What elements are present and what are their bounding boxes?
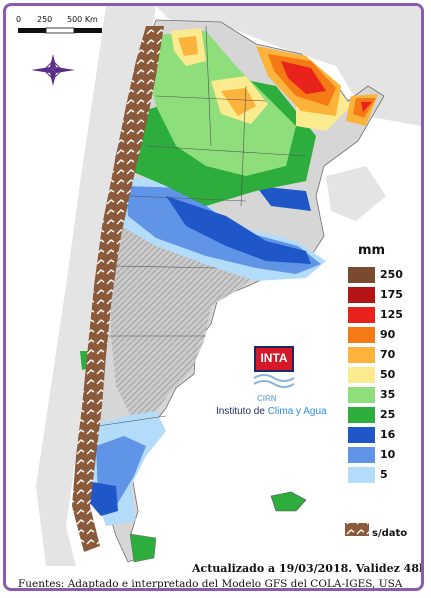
legend-label: 35	[380, 388, 396, 401]
legend-swatch	[348, 327, 375, 343]
legend-item: 10	[348, 445, 421, 465]
legend-item: 70	[348, 345, 421, 365]
legend-label: 125	[380, 308, 403, 321]
scale-tick-500: 500 Km	[67, 15, 98, 24]
malvinas-islands	[270, 491, 307, 512]
legend-label: 70	[380, 348, 396, 361]
institute-name: Instituto de Clima y Agua	[216, 406, 327, 417]
legend-swatch	[348, 467, 375, 483]
legend-label: 50	[380, 368, 396, 381]
legend-item: 35	[348, 385, 421, 405]
cirn-label: CIRN	[257, 394, 277, 403]
province-borders	[97, 25, 307, 427]
scale-tick-250: 250	[37, 15, 53, 24]
tierra-del-fuego	[129, 533, 157, 563]
precip-125mm	[281, 61, 326, 94]
legend-swatch	[348, 347, 375, 363]
legend-swatch	[348, 387, 375, 403]
legend-unit: mm	[358, 243, 386, 258]
precip-nw-core	[178, 36, 198, 56]
legend-item: 50	[348, 365, 421, 385]
legend-label: 25	[380, 408, 396, 421]
precip-16mm	[166, 196, 311, 264]
compass-rose-icon	[31, 54, 75, 86]
precip-70mm	[221, 88, 256, 116]
waves-icon	[253, 374, 295, 388]
precipitation-map	[18, 6, 421, 566]
legend-swatch	[348, 407, 375, 423]
legend-item: 125	[348, 305, 421, 325]
legend-item: 250	[348, 265, 421, 285]
sources-note: Fuentes: Adaptado e interpretado del Mod…	[18, 578, 403, 590]
legend-swatch	[348, 367, 375, 383]
legend-swatch	[348, 427, 375, 443]
updated-note: Actualizado a 19/03/2018. Validez 48hs	[192, 562, 424, 575]
legend-no-data-label: s/dato	[372, 528, 408, 539]
legend-swatch	[348, 287, 375, 303]
no-data-andes	[72, 26, 164, 552]
legend-item: 5	[348, 465, 421, 485]
legend-swatch	[348, 267, 375, 283]
legend-label: 250	[380, 268, 403, 281]
inta-logo: INTA	[254, 346, 294, 372]
precip-125mm-misiones	[361, 102, 372, 112]
legend-label: 5	[380, 468, 388, 481]
institute-highlight: Clima y Agua	[267, 406, 327, 417]
legend-label: 175	[380, 288, 403, 301]
legend-label: 16	[380, 428, 396, 441]
legend-item: 25	[348, 405, 421, 425]
legend-label: 90	[380, 328, 396, 341]
legend-item: 175	[348, 285, 421, 305]
legend-label: 10	[380, 448, 396, 461]
map-frame: 0 250 500 Km mm 250 175 125 90 70 50 35 …	[3, 3, 424, 591]
precip-16mm-south	[86, 481, 118, 516]
legend-no-data-swatch	[345, 523, 369, 536]
legend-swatch	[348, 447, 375, 463]
scale-tick-0: 0	[16, 15, 22, 24]
neighbor-uruguay	[326, 166, 386, 221]
institute-prefix: Instituto de	[216, 406, 268, 417]
inta-logo-text: INTA	[260, 351, 288, 365]
precip-16mm-northeast	[256, 186, 311, 211]
legend-item: 16	[348, 425, 421, 445]
scale-bar	[18, 27, 102, 34]
legend-swatch	[348, 307, 375, 323]
legend-item: 90	[348, 325, 421, 345]
